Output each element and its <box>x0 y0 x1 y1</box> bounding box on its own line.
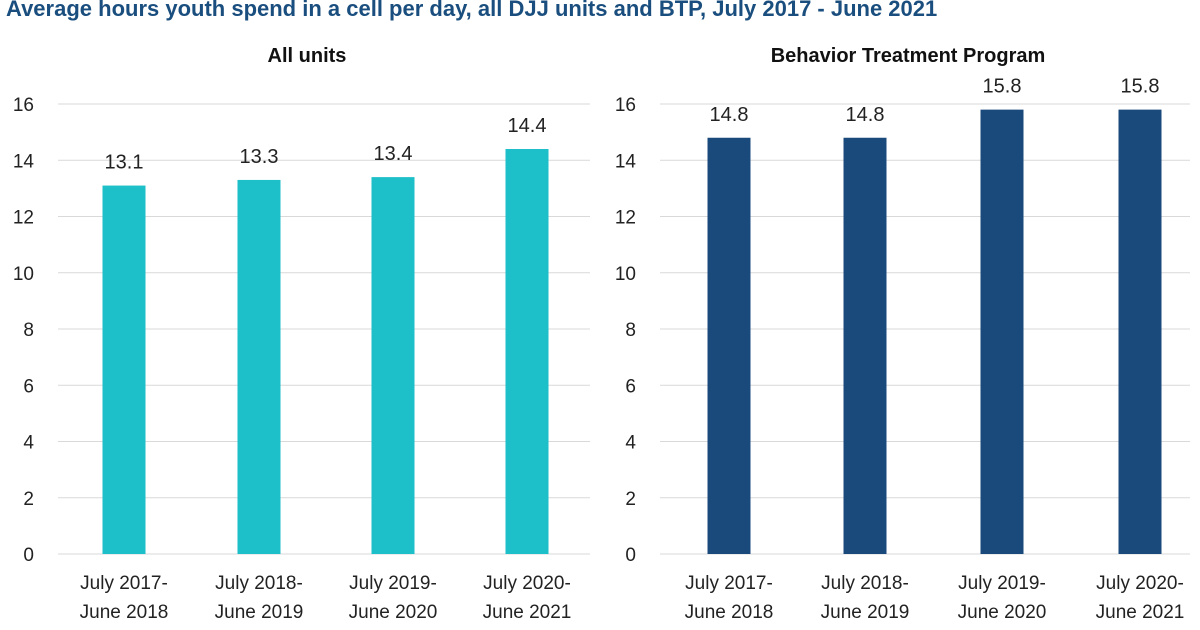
x-category-label: July 2017- <box>685 573 773 594</box>
panel-all-units: All units 0 2 4 6 8 10 12 14 16 13.1 July 2017- June… <box>13 45 590 623</box>
y-tick-label: 12 <box>13 208 34 229</box>
x-category-label: July 2019- <box>958 573 1046 594</box>
chart-title: Average hours youth spend in a cell per … <box>6 0 938 21</box>
y-tick-label: 14 <box>615 151 637 172</box>
x-category-label: July 2018- <box>821 573 909 594</box>
data-label: 13.4 <box>374 143 413 165</box>
bar <box>505 149 549 554</box>
data-label: 14.4 <box>508 115 547 137</box>
bar <box>980 109 1024 554</box>
data-label: 14.8 <box>710 104 749 126</box>
bar <box>371 177 415 554</box>
x-category-label: June 2018 <box>685 602 774 623</box>
y-tick-label: 8 <box>625 320 636 341</box>
y-tick-label: 2 <box>625 489 636 510</box>
y-tick-label: 4 <box>625 433 636 454</box>
y-tick-label: 10 <box>13 264 34 285</box>
data-label: 14.8 <box>846 104 885 126</box>
y-tick-label: 4 <box>23 433 34 454</box>
bar <box>1118 109 1162 554</box>
x-category-label: July 2017- <box>80 573 168 594</box>
bar <box>707 137 751 554</box>
y-tick-label: 0 <box>23 545 34 566</box>
y-tick-label: 16 <box>13 95 34 116</box>
x-category-label: June 2021 <box>483 602 572 623</box>
panel-title: Behavior Treatment Program <box>771 45 1046 67</box>
y-tick-label: 8 <box>23 320 34 341</box>
y-tick-label: 14 <box>13 151 35 172</box>
x-category-label: June 2019 <box>821 602 910 623</box>
bar <box>237 179 281 554</box>
x-category-label: June 2020 <box>349 602 438 623</box>
panel-title: All units <box>268 45 347 67</box>
bar <box>102 185 146 554</box>
bar <box>843 137 887 554</box>
x-category-label: June 2019 <box>215 602 304 623</box>
y-tick-label: 2 <box>23 489 34 510</box>
x-category-label: June 2018 <box>80 602 169 623</box>
y-tick-label: 0 <box>625 545 636 566</box>
x-category-label: June 2020 <box>958 602 1047 623</box>
data-label: 15.8 <box>983 76 1022 98</box>
x-category-label: July 2019- <box>349 573 437 594</box>
y-tick-label: 16 <box>615 95 636 116</box>
x-category-label: July 2020- <box>483 573 571 594</box>
x-category-label: July 2020- <box>1096 573 1184 594</box>
panel-behavior-treatment-program: Behavior Treatment Program 0 2 4 6 8 10 12 14 16 1… <box>615 45 1190 623</box>
data-label: 15.8 <box>1121 76 1160 98</box>
y-tick-label: 6 <box>625 376 636 397</box>
x-category-label: July 2018- <box>215 573 303 594</box>
y-tick-label: 6 <box>23 376 34 397</box>
data-label: 13.3 <box>240 146 279 168</box>
x-category-label: June 2021 <box>1096 602 1185 623</box>
y-tick-label: 10 <box>615 264 636 285</box>
data-label: 13.1 <box>105 152 144 174</box>
y-tick-label: 12 <box>615 208 636 229</box>
